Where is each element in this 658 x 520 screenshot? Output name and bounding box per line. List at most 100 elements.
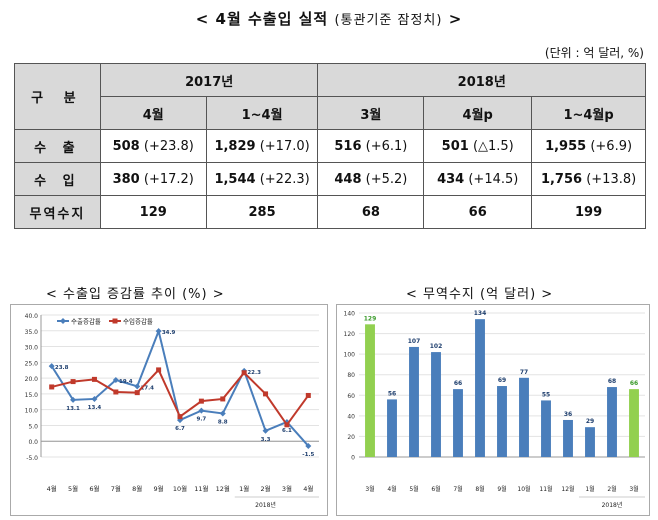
legend-marker <box>60 318 66 324</box>
data-point <box>91 376 97 382</box>
x-tick-label: 7월 <box>111 484 121 493</box>
x-tick-label: 5월 <box>68 484 78 493</box>
x-tick-label: 10월 <box>173 484 187 493</box>
sub-header: 3월 <box>317 96 425 130</box>
bar-chart-title: < 무역수지 (억 달러) > <box>406 287 554 302</box>
x-tick-label: 3월 <box>365 485 374 493</box>
y-tick-label: 20.0 <box>25 376 39 383</box>
table-cell: 129 <box>99 195 207 229</box>
data-label: 29 <box>586 418 594 425</box>
bar <box>453 389 463 457</box>
data-point <box>263 391 269 397</box>
data-point <box>70 396 77 403</box>
data-point <box>305 392 311 398</box>
year-label: 2018년 <box>602 501 623 509</box>
year-label: 2018년 <box>255 501 276 509</box>
table-cell: 380 (+17.2) <box>99 162 207 196</box>
x-tick-label: 5월 <box>409 485 418 493</box>
data-label: 13.4 <box>88 405 102 411</box>
bar <box>541 400 551 457</box>
data-label: 13.1 <box>66 406 80 412</box>
data-point <box>219 410 226 417</box>
data-label: 69 <box>498 377 506 384</box>
table-cell: 285 <box>205 195 319 229</box>
bar-chart-svg: 0 20 40 60 80 100 120 140 129 3월 56 4월 107 5월 102 6월 66 7… <box>344 310 645 509</box>
legend-marker <box>112 318 118 324</box>
title-main: < 4월 수출입 실적 <box>195 10 329 28</box>
title-sub: (통관기준 잠정치) <box>334 13 443 28</box>
table-cell: 1,829 (+17.0) <box>205 129 319 163</box>
y-tick-label: 60 <box>347 393 355 400</box>
data-point <box>220 396 226 402</box>
y-tick-label: 15.0 <box>25 392 39 399</box>
data-label: 77 <box>520 369 528 376</box>
bar <box>497 386 507 457</box>
bar <box>409 346 419 457</box>
bar <box>585 427 595 457</box>
x-tick-label: 9월 <box>154 484 164 493</box>
bar <box>629 389 639 457</box>
table-row: 무역수지 129 285 68 66 199 <box>14 195 646 229</box>
row-label: 수 입 <box>14 162 101 196</box>
legend-label: 수입증감률 <box>123 318 153 326</box>
y-tick-label: 5.0 <box>28 423 38 430</box>
page-title: < 4월 수출입 실적 (통관기준 잠정치) > <box>0 8 658 29</box>
year-header-2018: 2018년 <box>317 63 646 97</box>
legend-label: 수출증감률 <box>71 317 101 326</box>
data-point <box>156 367 162 373</box>
sub-header: 1~4월 <box>205 96 319 130</box>
table-cell: 501 (△1.5) <box>423 129 533 163</box>
y-tick-label: 40.0 <box>25 313 39 320</box>
table-cell: 434 (+14.5) <box>423 162 533 196</box>
bar <box>607 387 617 457</box>
y-tick-label: 10.0 <box>25 408 39 415</box>
y-tick-label: 25.0 <box>25 360 39 367</box>
table-row: 수 입 380 (+17.2) 1,544 (+22.3) 448 (+5.2)… <box>14 162 646 196</box>
data-point <box>134 383 141 390</box>
data-point <box>241 370 247 376</box>
x-tick-label: 9월 <box>497 485 506 493</box>
data-point <box>48 363 55 370</box>
bar-chart: 0 20 40 60 80 100 120 140 129 3월 56 4월 107 5월 102 6월 66 7… <box>336 304 650 516</box>
data-point <box>198 407 205 414</box>
data-label: 19.4 <box>119 379 133 385</box>
table-corner: 구 분 <box>14 63 101 130</box>
data-point <box>198 398 204 404</box>
data-label: 56 <box>388 390 396 397</box>
data-label: 9.7 <box>197 417 207 423</box>
bar <box>563 419 573 457</box>
data-point <box>177 414 183 420</box>
y-tick-label: 30.0 <box>25 345 39 352</box>
data-label: 3.3 <box>261 437 271 443</box>
x-tick-label: 4월 <box>387 485 396 493</box>
row-label: 무역수지 <box>14 195 101 229</box>
x-tick-label: 3월 <box>282 484 292 493</box>
sub-header: 4월 <box>99 96 207 130</box>
bar <box>431 352 441 457</box>
data-point <box>91 395 98 402</box>
x-tick-label: 11월 <box>194 484 208 493</box>
x-tick-label: 3월 <box>629 485 638 493</box>
data-point <box>155 328 162 335</box>
data-label: 66 <box>630 380 638 387</box>
y-tick-label: 120 <box>344 331 356 338</box>
x-tick-label: 6월 <box>89 484 99 493</box>
table-row: 수 출 508 (+23.8) 1,829 (+17.0) 516 (+6.1)… <box>14 129 646 163</box>
y-tick-label: 40 <box>347 413 355 420</box>
table-cell: 448 (+5.2) <box>317 162 425 196</box>
x-tick-label: 12월 <box>216 484 230 493</box>
line-chart-title: < 수출입 증감률 추이 (%) > <box>46 287 225 302</box>
y-tick-label: 100 <box>344 352 356 359</box>
data-point <box>70 379 76 385</box>
data-point <box>134 390 140 396</box>
data-label: 17.4 <box>140 385 154 391</box>
data-point <box>49 384 55 390</box>
bar <box>387 399 397 457</box>
y-tick-label: 20 <box>347 434 355 441</box>
x-tick-label: 2월 <box>260 484 270 493</box>
data-point <box>284 422 290 428</box>
x-tick-label: 6월 <box>431 485 440 493</box>
data-label: 134 <box>474 310 487 317</box>
data-label: 34.9 <box>162 330 176 336</box>
data-point <box>262 427 269 434</box>
